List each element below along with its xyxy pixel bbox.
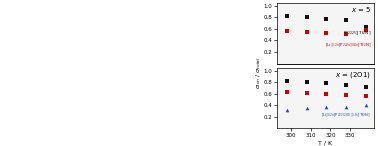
Point [284, 29, 290, 32]
Point [284, 15, 290, 17]
Point [304, 92, 310, 94]
Point [324, 106, 330, 108]
Point [324, 17, 330, 20]
Point [284, 90, 290, 93]
Point [363, 86, 369, 88]
Point [284, 80, 290, 82]
Point [304, 107, 310, 110]
Text: $\sigma_{ion}$ / $\sigma_{total}$: $\sigma_{ion}$ / $\sigma_{total}$ [254, 57, 263, 89]
Point [324, 82, 330, 85]
Text: [P$_{2225}$][Tf$_2$N]: [P$_{2225}$][Tf$_2$N] [343, 30, 371, 37]
Point [343, 32, 349, 35]
Text: $x$ = (2O1): $x$ = (2O1) [335, 70, 371, 80]
Point [343, 94, 349, 96]
X-axis label: T / K: T / K [318, 140, 333, 145]
Point [304, 81, 310, 84]
Point [324, 32, 330, 34]
Text: [Li]$_{0.2n}$[P$_{222n}$]$_{0.8n}$[Tf$_2$N]: [Li]$_{0.2n}$[P$_{222n}$]$_{0.8n}$[Tf$_2… [325, 42, 371, 49]
Point [343, 84, 349, 86]
Text: $x$ = 5: $x$ = 5 [351, 5, 371, 14]
Point [363, 26, 369, 28]
Point [304, 16, 310, 19]
Point [304, 31, 310, 33]
Point [343, 19, 349, 21]
Point [363, 95, 369, 97]
Point [324, 93, 330, 95]
Point [343, 105, 349, 108]
Point [284, 109, 290, 111]
Point [363, 29, 369, 31]
Point [363, 104, 369, 107]
Text: [Li]$_{0.2n}$[P$_{222(2O1)}$]$_{0.8n}$[Tf$_2$N]: [Li]$_{0.2n}$[P$_{222(2O1)}$]$_{0.8n}$[T… [321, 112, 371, 119]
